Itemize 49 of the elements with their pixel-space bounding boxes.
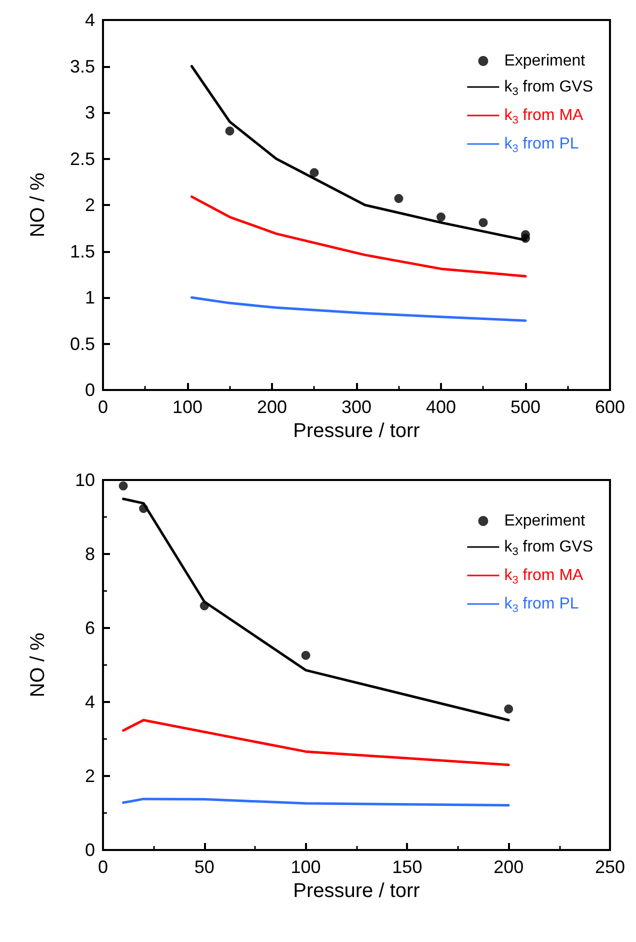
legend-label: Experiment: [504, 512, 586, 530]
point: [310, 168, 319, 178]
point: [139, 504, 148, 513]
x-tick-label: 0: [98, 857, 108, 877]
y-tick-label: 8: [84, 544, 95, 564]
x-tick-label: 500: [510, 397, 541, 417]
point: [478, 218, 488, 228]
y-axis-title: NO / %: [27, 172, 49, 238]
line-series: [122, 718, 510, 766]
x-tick-label: 150: [392, 857, 422, 877]
y-tick-label: 2: [84, 766, 95, 786]
y-axis-title: NO / %: [27, 632, 49, 698]
legend-label: Experiment: [504, 52, 586, 70]
x-tick-label: 250: [594, 857, 626, 877]
y-tick-label: 1.5: [70, 241, 95, 262]
y-tick-label: 2: [84, 195, 95, 215]
point: [394, 194, 404, 204]
x-axis-title: Pressure / torr: [293, 880, 420, 902]
line-series: [190, 195, 527, 278]
point: [118, 481, 128, 490]
line-series: [190, 296, 527, 322]
y-tick-label: 3.5: [70, 56, 95, 76]
y-tick-label: 2.5: [70, 148, 95, 169]
x-tick-label: 0: [98, 397, 108, 417]
point: [520, 234, 530, 243]
x-tick-label: 100: [172, 397, 203, 417]
x-tick-label: 50: [194, 857, 214, 877]
x-tick-label: 600: [594, 397, 626, 417]
x-axis-title: Pressure / torr: [293, 420, 420, 442]
point: [225, 126, 234, 136]
y-tick-label: 1: [84, 288, 95, 308]
point: [436, 212, 446, 222]
line-series: [122, 798, 510, 806]
x-tick-label: 200: [494, 857, 524, 877]
y-tick-label: 0: [84, 380, 95, 400]
x-tick-label: 300: [341, 397, 372, 417]
y-tick-label: 10: [74, 470, 95, 490]
y-tick-label: 6: [84, 618, 95, 638]
point: [200, 601, 209, 610]
x-tick-label: 100: [290, 857, 321, 877]
x-tick-label: 200: [256, 397, 288, 417]
point: [301, 650, 310, 660]
y-tick-label: 4: [84, 692, 95, 712]
y-tick-label: 0.5: [70, 334, 95, 354]
y-tick-label: 0: [84, 840, 95, 860]
x-tick-label: 400: [426, 397, 456, 417]
y-tick-label: 4: [84, 10, 95, 30]
point: [504, 704, 514, 714]
y-tick-label: 3: [84, 102, 95, 122]
